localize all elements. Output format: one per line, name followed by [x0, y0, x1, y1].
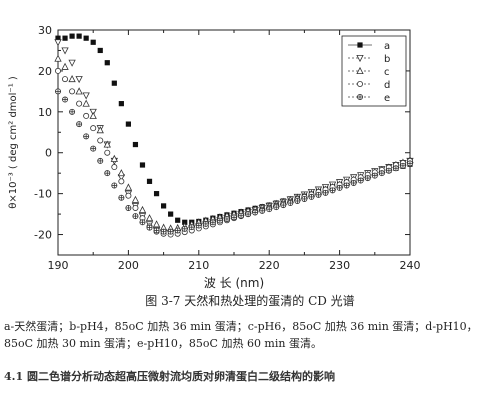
- point-series-c: [82, 99, 90, 107]
- point-series-a: [83, 35, 89, 41]
- point-series-d: [111, 164, 118, 171]
- legend-box: [341, 35, 407, 107]
- legend-label-b: b: [384, 54, 390, 65]
- y-tick-label: 10: [38, 106, 52, 119]
- point-series-d: [69, 88, 76, 95]
- point-series-a: [168, 211, 174, 217]
- point-series-a: [69, 33, 75, 39]
- point-series-a: [55, 35, 61, 41]
- point-series-a: [97, 47, 103, 54]
- legend-marker-b: [356, 55, 364, 63]
- x-tick-label: 220: [259, 259, 280, 272]
- point-series-a: [175, 217, 181, 223]
- point-series-b: [82, 92, 90, 100]
- point-series-b: [54, 39, 62, 47]
- legend-marker-d: [356, 81, 363, 88]
- legend-label-a: a: [384, 41, 390, 52]
- point-series-c: [61, 62, 69, 70]
- legend-label-d: d: [384, 80, 390, 91]
- y-tick-label: -20: [34, 229, 52, 242]
- cd-spectrum-chart: 190 200 210 220 230 240 30 20 10 0 -10 -20 波 长 (nm) θ…: [8, 24, 421, 290]
- point-series-b: [75, 76, 83, 84]
- point-series-c: [103, 140, 111, 148]
- point-series-a: [153, 191, 160, 197]
- y-tick-label: 20: [38, 65, 52, 78]
- point-series-c: [68, 75, 76, 83]
- point-series-c: [117, 169, 126, 177]
- point-series-d: [97, 137, 104, 144]
- point-series-c: [96, 126, 104, 134]
- x-tick-label: 210: [188, 259, 209, 272]
- point-series-d: [62, 76, 69, 83]
- point-series-a: [132, 141, 139, 148]
- point-series-a: [146, 178, 153, 184]
- legend-description: a-天然蛋清；b-pH4，85oC 加热 36 min 蛋清；c-pH6，85o…: [4, 320, 478, 350]
- section-heading: 4.1 圆二色谱分析动态超高压微射流均质对卵清蛋白二级结构的影响: [4, 370, 335, 383]
- legend-marker-c: [356, 66, 364, 74]
- point-series-a: [62, 35, 68, 41]
- point-series-a: [76, 33, 82, 39]
- point-series-b: [61, 47, 69, 55]
- point-series-a: [90, 39, 96, 45]
- point-series-a: [139, 162, 146, 168]
- y-axis-label: θ×10⁻³ ( deg cm² dmol⁻¹ ): [8, 76, 19, 209]
- point-series-a: [118, 101, 124, 107]
- point-series-d: [132, 204, 139, 211]
- point-series-c: [110, 154, 118, 162]
- point-series-c: [131, 195, 140, 203]
- point-series-c: [54, 54, 62, 62]
- y-tick-label: 0: [45, 147, 52, 160]
- legend-label-e: e: [384, 93, 390, 104]
- point-series-c: [75, 87, 83, 95]
- figure-caption: 图 3-7 天然和热处理的蛋清的 CD 光谱: [145, 294, 355, 308]
- point-series-d: [83, 112, 90, 119]
- point-series-d: [118, 178, 125, 185]
- y-tick-label: 30: [38, 24, 52, 37]
- point-series-a: [104, 60, 110, 66]
- point-series-a: [161, 203, 167, 209]
- legend-label-c: c: [384, 67, 390, 78]
- point-series-c: [124, 183, 133, 191]
- point-series-c: [138, 205, 147, 214]
- point-series-c: [145, 214, 154, 222]
- x-tick-label: 230: [329, 259, 350, 272]
- x-tick-label: 190: [48, 259, 69, 272]
- x-tick-label: 200: [118, 259, 139, 272]
- x-axis-label: 波 长 (nm): [204, 276, 264, 290]
- point-series-a: [182, 219, 188, 225]
- x-tick-label: 240: [400, 259, 421, 272]
- legend-marker-a: [357, 42, 363, 48]
- point-series-d: [125, 192, 132, 199]
- point-series-d: [104, 149, 111, 156]
- point-series-d: [55, 67, 62, 74]
- point-series-d: [76, 100, 83, 107]
- point-series-c: [89, 111, 97, 119]
- point-series-c: [152, 220, 161, 228]
- point-series-b: [68, 59, 76, 67]
- point-series-a: [125, 121, 131, 127]
- point-series-a: [111, 80, 117, 86]
- point-series-d: [90, 125, 97, 132]
- y-tick-label: -10: [34, 188, 52, 201]
